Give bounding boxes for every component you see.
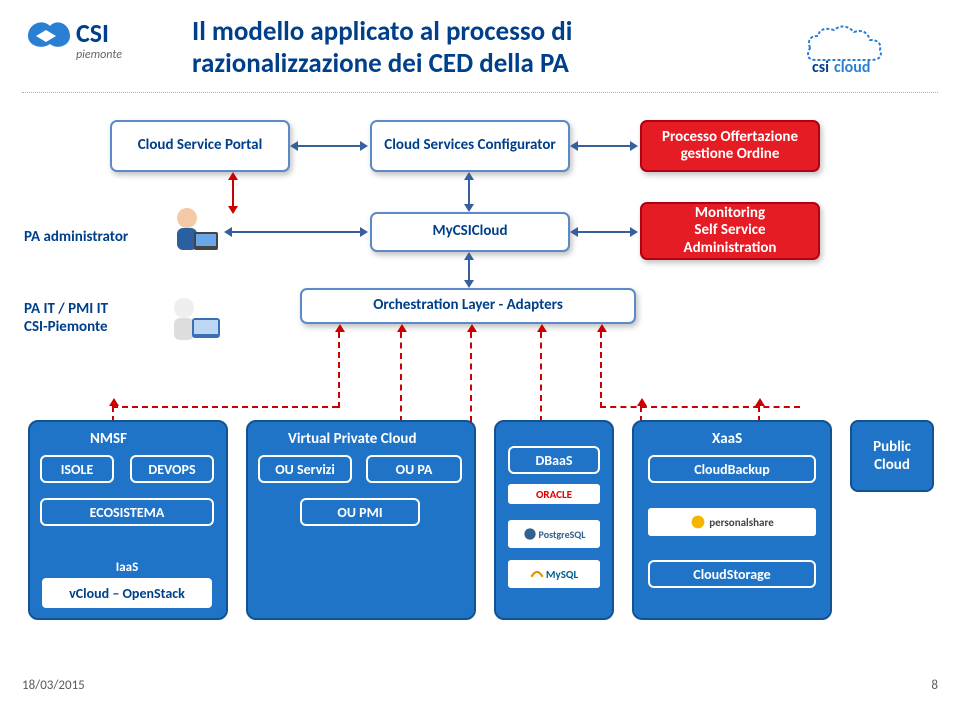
sub-ou-pmi: OU PMI [300,498,420,526]
diagram-stage: Cloud Service Portal Cloud Services Conf… [0,100,960,660]
arrow-my-orch [468,260,470,280]
logo-postgresql: PostgreSQL [508,520,600,548]
footer-date: 18/03/2015 [22,678,85,693]
logo-csicloud: csi cloud [790,20,910,81]
arrow-portal-configurator [298,145,360,147]
dash-arrow-1 [338,332,340,408]
sub-cloudbackup: CloudBackup [648,455,816,483]
arrow-configurator-processo [578,145,630,147]
sub-devops: DEVOPS [130,455,214,483]
box-cloud-services-configurator: Cloud Services Configurator [370,120,570,172]
box-processo-offertazione: Processo Offertazione gestione Ordine [640,120,820,172]
sub-dbaas: DBaaS [508,446,600,474]
arrow-my-monitoring [578,231,630,233]
dash-h-right [600,406,800,408]
sub-isole: ISOLE [40,455,114,483]
svg-text:piemonte: piemonte [76,48,122,62]
dash-arrow-2 [400,332,402,422]
avatar-it-icon [162,290,224,357]
label-xaas: XaaS [712,430,742,448]
box-public-cloud: Public Cloud [850,420,934,492]
footer-page-number: 8 [931,678,938,693]
label-vpc: Virtual Private Cloud [288,430,417,448]
sub-iaas: IaaS vCloud – OpenStack [40,576,214,610]
svg-text:cloud: cloud [834,58,870,76]
label-iaas: IaaS [110,560,144,575]
label-pa-it-pmi: PA IT / PMI IT CSI-Piemonte [24,300,108,336]
svg-text:csi: csi [812,58,829,76]
box-mycsicloud: MyCSICloud [370,212,570,252]
sub-vcloud-text: vCloud – OpenStack [69,585,185,602]
logo-oracle: ORACLE [508,484,600,504]
logo-mysql: MySQL [508,560,600,588]
avatar-pa-admin-icon [162,200,224,267]
sub-ou-servizi: OU Servizi [258,455,352,483]
label-pa-administrator: PA administrator [24,228,128,246]
dash-arrow-4 [540,332,542,422]
logo-personalshare: personalshare [648,508,816,536]
sub-cloudstorage: CloudStorage [648,560,816,588]
header: CSI piemonte Il modello applicato al pro… [22,16,938,86]
svg-text:CSI: CSI [76,17,109,49]
arrow-config-my [468,180,470,204]
page-title: Il modello applicato al processo di razi… [192,16,572,81]
dash-h-left [112,406,338,408]
box-monitoring: Monitoring Self Service Administration [640,202,820,260]
dash-arrow-5 [600,332,602,408]
sub-ecosistema: ECOSISTEMA [40,498,214,526]
label-nmsf: NMSF [90,430,127,448]
arrow-admin-my [232,231,360,233]
box-orchestration: Orchestration Layer - Adapters [300,288,636,324]
arrow-red-admin-portal [232,180,234,206]
sub-ou-pa: OU PA [366,455,462,483]
header-divider [22,92,938,93]
logo-csi-piemonte: CSI piemonte [22,16,152,77]
dash-arrow-3 [470,332,472,422]
box-cloud-service-portal: Cloud Service Portal [110,120,290,172]
